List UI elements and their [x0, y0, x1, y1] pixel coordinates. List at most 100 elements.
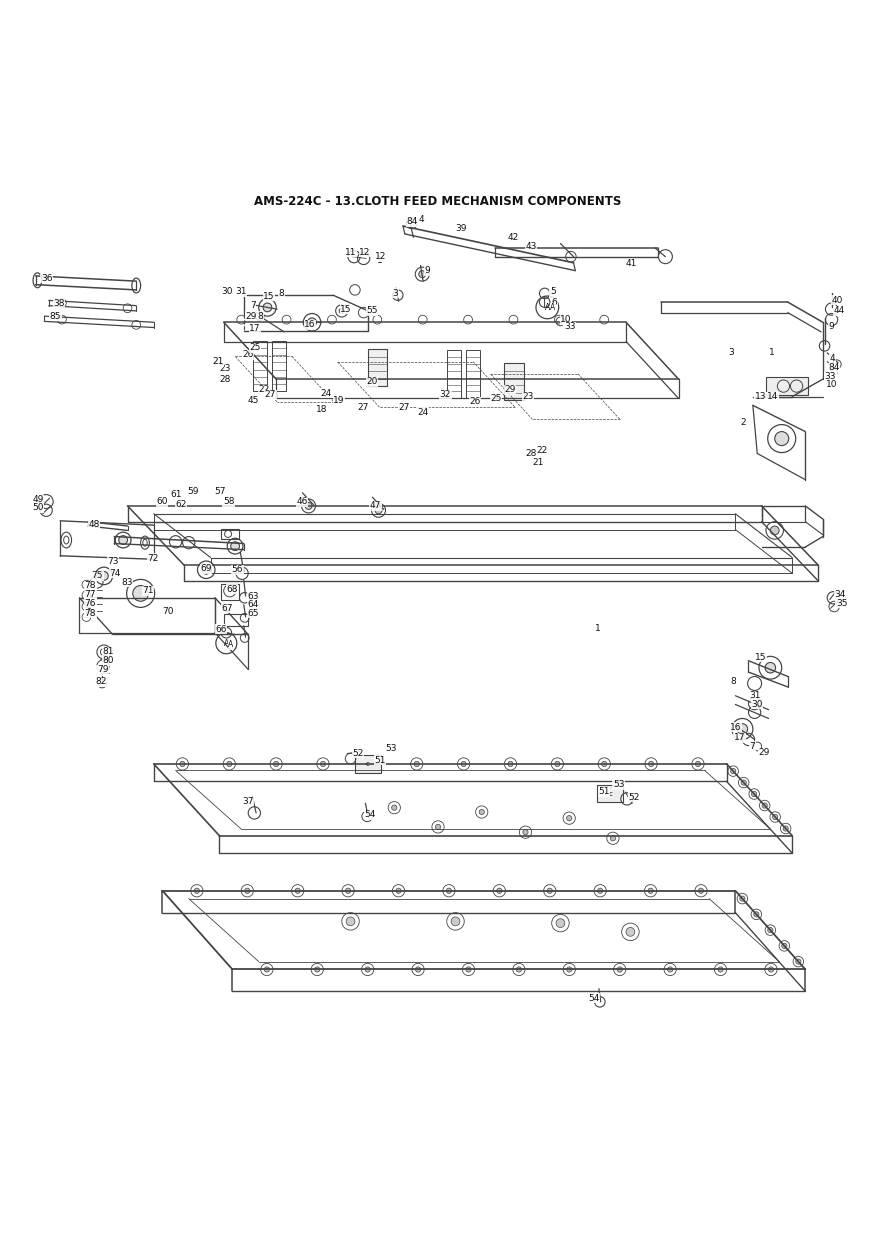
Circle shape [773, 815, 778, 820]
Text: 54: 54 [364, 810, 376, 819]
Circle shape [783, 826, 788, 831]
Bar [505, 363, 524, 401]
Text: 37: 37 [242, 797, 253, 806]
Circle shape [263, 303, 272, 312]
Text: 38: 38 [53, 298, 65, 307]
Text: A: A [550, 303, 555, 312]
Text: 4: 4 [419, 216, 424, 225]
Circle shape [230, 542, 239, 550]
Text: 23: 23 [219, 364, 230, 373]
Text: 7: 7 [250, 301, 256, 311]
Text: 72: 72 [148, 554, 159, 563]
Text: 53: 53 [385, 744, 397, 753]
Text: 84: 84 [406, 217, 418, 226]
Circle shape [314, 967, 320, 972]
Bar [766, 377, 808, 394]
Bar [221, 584, 238, 599]
Circle shape [602, 761, 607, 766]
Circle shape [339, 308, 344, 313]
Text: 15: 15 [754, 653, 766, 661]
Text: 16: 16 [730, 723, 742, 731]
Circle shape [396, 889, 401, 894]
Text: 9: 9 [828, 322, 834, 331]
Text: 43: 43 [526, 242, 537, 251]
Text: 71: 71 [143, 587, 154, 595]
Circle shape [737, 724, 747, 734]
Circle shape [415, 967, 420, 972]
Text: 8: 8 [279, 288, 285, 298]
Text: 39: 39 [456, 225, 467, 233]
Text: 17: 17 [249, 324, 260, 333]
Circle shape [305, 503, 312, 509]
Text: 1: 1 [768, 348, 774, 357]
Text: 48: 48 [88, 520, 100, 529]
Text: 33: 33 [564, 322, 576, 331]
Text: 82: 82 [95, 678, 107, 686]
Circle shape [375, 507, 382, 514]
Text: 78: 78 [85, 609, 96, 618]
Bar [466, 351, 480, 398]
Text: 12: 12 [359, 248, 371, 257]
Text: 30: 30 [751, 700, 763, 709]
Text: 50: 50 [32, 503, 44, 512]
Text: 67: 67 [221, 604, 233, 613]
Circle shape [133, 585, 149, 602]
Text: 44: 44 [833, 307, 844, 316]
Text: 27: 27 [265, 391, 276, 399]
Text: 45: 45 [247, 397, 258, 406]
Bar [368, 349, 387, 386]
Circle shape [414, 761, 420, 766]
Text: 31: 31 [235, 287, 246, 296]
Bar [355, 755, 381, 773]
Circle shape [119, 535, 128, 544]
Text: 74: 74 [110, 569, 121, 578]
Circle shape [265, 967, 270, 972]
Circle shape [466, 967, 471, 972]
Text: 24: 24 [417, 408, 428, 417]
Text: 36: 36 [41, 275, 53, 283]
Text: 10: 10 [826, 379, 837, 389]
Bar [252, 341, 266, 392]
Bar [272, 341, 286, 392]
Circle shape [244, 889, 250, 894]
Text: 6: 6 [552, 297, 557, 307]
Circle shape [698, 889, 703, 894]
Circle shape [765, 663, 775, 673]
Text: 51: 51 [374, 756, 385, 765]
Text: 4: 4 [830, 354, 836, 363]
Circle shape [739, 896, 745, 901]
Bar [447, 351, 461, 398]
Bar [223, 614, 248, 625]
Text: 29: 29 [505, 386, 516, 394]
Circle shape [548, 889, 553, 894]
Text: A: A [223, 639, 229, 648]
Text: 3: 3 [392, 288, 399, 298]
Circle shape [626, 927, 635, 936]
Text: 68: 68 [226, 584, 238, 594]
Circle shape [774, 432, 788, 446]
Text: 69: 69 [200, 564, 212, 573]
Text: 28: 28 [219, 374, 230, 383]
Text: 13: 13 [754, 392, 766, 401]
Text: 26: 26 [470, 397, 481, 407]
Text: 79: 79 [97, 665, 109, 674]
Text: 27: 27 [357, 403, 369, 412]
Text: 56: 56 [231, 565, 244, 574]
Circle shape [451, 917, 460, 926]
Text: 54: 54 [589, 993, 600, 1003]
Text: 25: 25 [491, 394, 502, 403]
Circle shape [201, 565, 210, 574]
Text: 62: 62 [175, 499, 187, 509]
Text: 81: 81 [102, 648, 114, 656]
Text: 29: 29 [245, 312, 257, 321]
Circle shape [648, 761, 653, 766]
Circle shape [767, 927, 773, 932]
Text: A: A [545, 303, 550, 312]
Text: 3: 3 [728, 348, 734, 357]
Circle shape [523, 830, 528, 835]
Text: 80: 80 [102, 656, 114, 665]
Text: c: c [608, 791, 612, 796]
Text: 10: 10 [561, 316, 572, 324]
Circle shape [100, 572, 109, 580]
Circle shape [597, 889, 603, 894]
